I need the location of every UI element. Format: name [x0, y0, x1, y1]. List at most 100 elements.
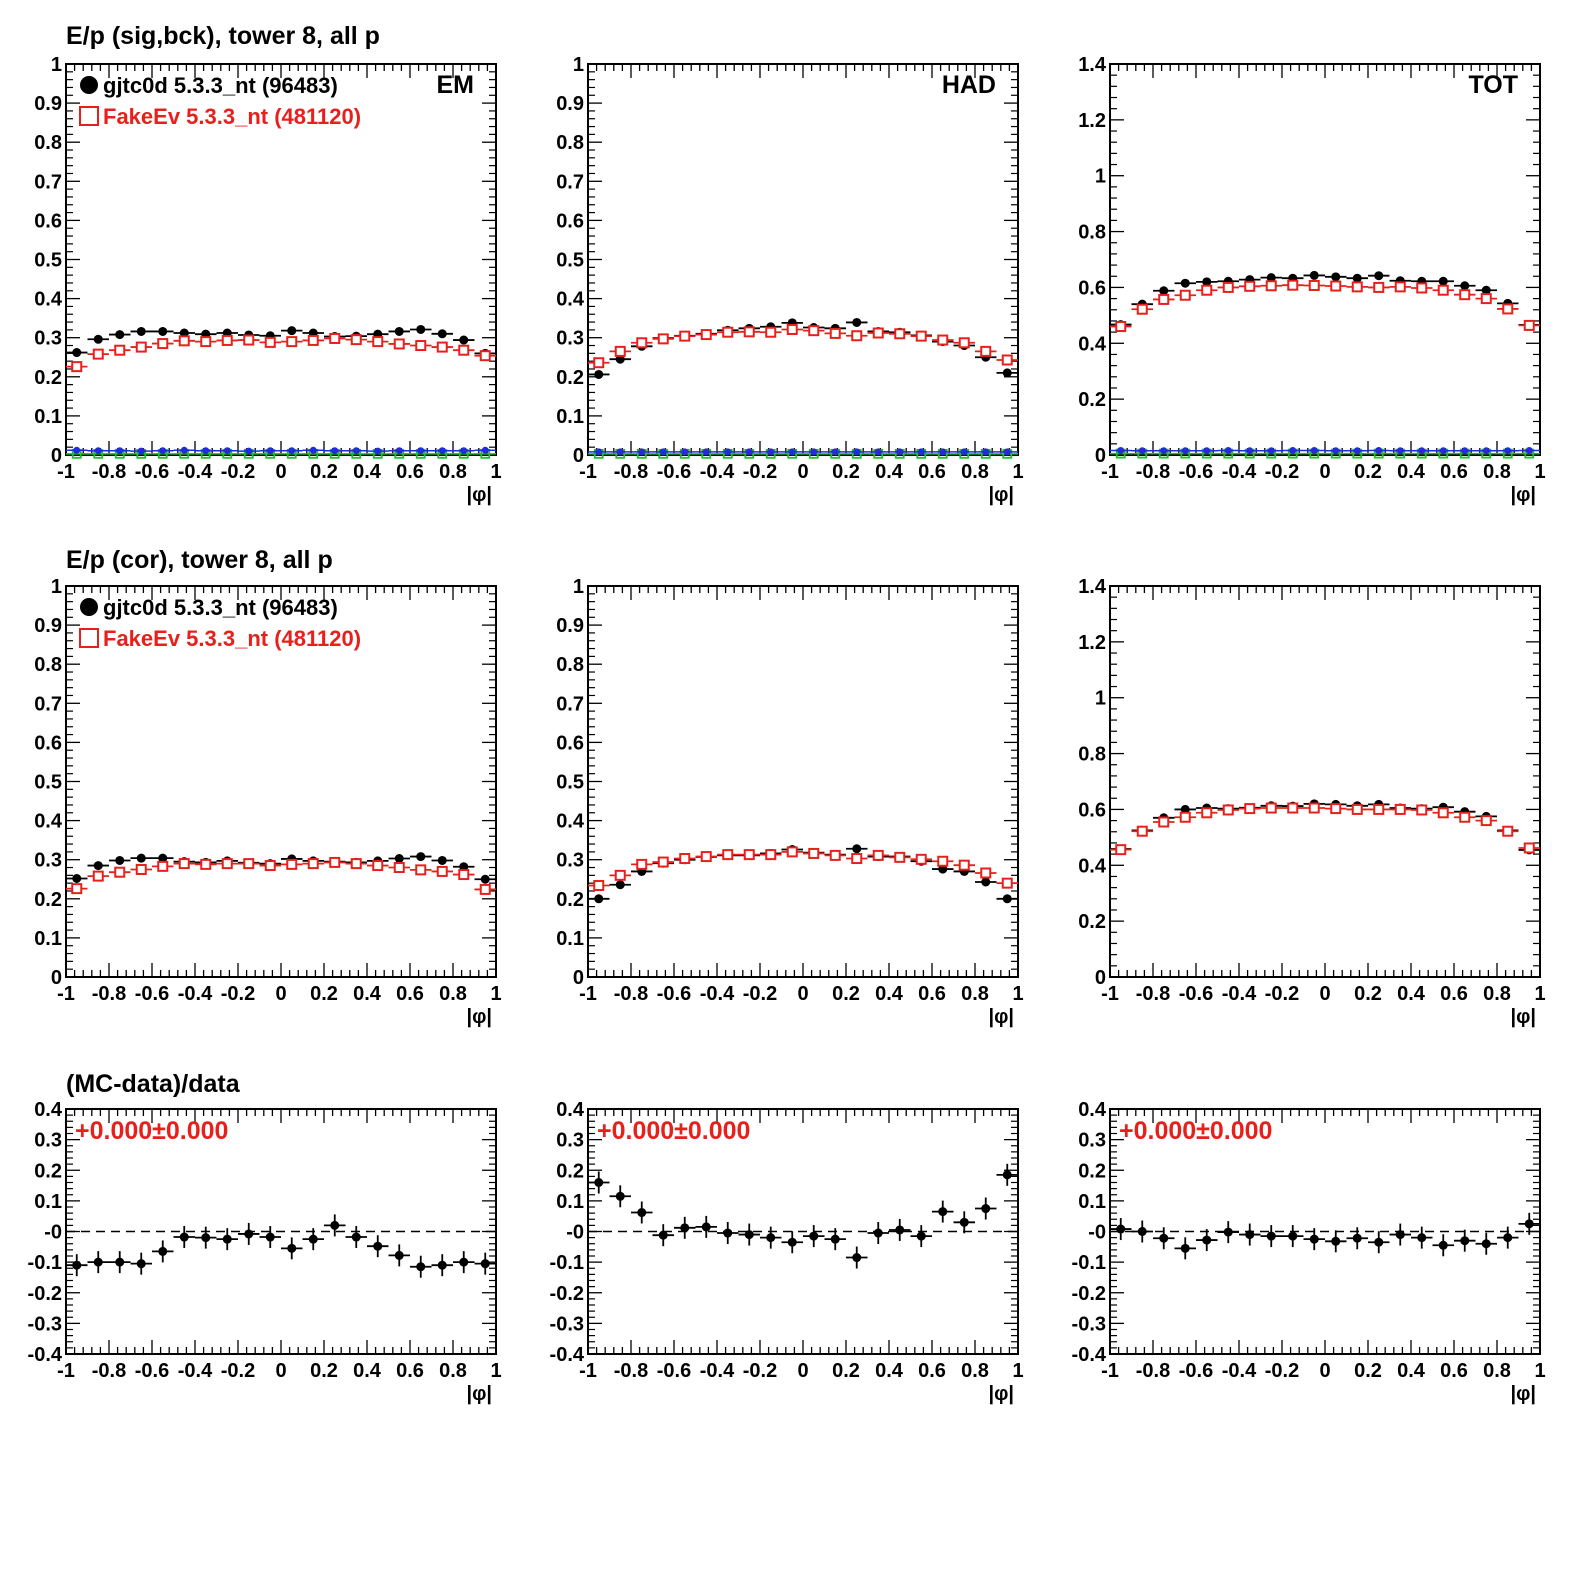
x-axis-label: |φ| — [989, 1006, 1015, 1028]
data-series-point — [459, 862, 469, 872]
blue-series-point — [724, 448, 732, 456]
row-title-1: E/p (sig,bck), tower 8, all p — [66, 22, 380, 50]
ratio-point — [1288, 1231, 1298, 1241]
x-tick-label: 1 — [1012, 1360, 1023, 1382]
x-tick-label: 0 — [797, 983, 808, 1005]
x-axis-label: |φ| — [989, 484, 1015, 506]
y-tick-label: -0.3 — [550, 1313, 584, 1335]
mc-series-point — [372, 860, 384, 872]
blue-series-point — [1160, 447, 1168, 455]
data-series-point — [459, 335, 469, 345]
blue-series-point — [1439, 447, 1447, 455]
ratio-point — [351, 1232, 361, 1242]
y-tick-label: -0 — [1088, 1222, 1106, 1244]
x-tick-label: 0.4 — [875, 983, 904, 1005]
y-tick-label: 0.6 — [1078, 277, 1106, 299]
blue-series-point — [853, 448, 861, 456]
panel-label-em: EM — [437, 71, 475, 99]
mc-series-point — [415, 864, 427, 876]
mc-series-point — [851, 330, 863, 342]
data-series-point — [1202, 277, 1212, 287]
mc-series-point — [829, 849, 841, 861]
ratio-point — [594, 1178, 604, 1187]
data-series-point — [416, 324, 426, 334]
data-series-point — [594, 894, 604, 904]
x-tick-label: -0.6 — [1179, 1360, 1213, 1382]
x-tick-label: 0.4 — [875, 1360, 904, 1382]
y-tick-label: -0 — [44, 1222, 62, 1244]
ratio-point — [1159, 1233, 1169, 1243]
y-tick-label: 0.1 — [34, 928, 62, 950]
y-tick-label: 0.6 — [556, 732, 584, 754]
ratio-point — [615, 1191, 625, 1201]
x-tick-label: 0.8 — [439, 461, 467, 483]
mc-series-point — [593, 357, 605, 369]
x-tick-label: 0.6 — [1440, 983, 1468, 1005]
mc-series-point — [894, 851, 906, 863]
x-tick-label: 1 — [490, 1360, 501, 1382]
y-tick-label: 0 — [51, 967, 62, 989]
ratio-point — [158, 1246, 168, 1256]
mc-series-point — [614, 869, 626, 881]
data-series-point — [394, 854, 404, 864]
ratio-point — [852, 1253, 862, 1263]
ratio-point — [981, 1204, 991, 1214]
panel-row1-TOT: -1 -0.8 -0.6 -0.4 -0.2 0 0.2 0.4 0.6 0.8 1|φ|00.20… — [1078, 54, 1545, 506]
blue-series-point — [939, 448, 947, 456]
ratio-point — [938, 1207, 948, 1217]
y-tick-label: 0.5 — [34, 250, 62, 272]
ratio-point — [265, 1232, 275, 1242]
mc-series-point — [1308, 802, 1320, 814]
x-tick-label: 0.8 — [1483, 461, 1511, 483]
mc-series-point — [135, 341, 147, 353]
mc-series-point — [71, 361, 83, 373]
data-series-point — [1352, 273, 1362, 283]
mc-series-point — [958, 337, 970, 349]
y-tick-label: -0.4 — [28, 1344, 63, 1366]
mc-series-point — [786, 846, 798, 858]
blue-series-point — [745, 448, 753, 456]
y-tick-label: 0.1 — [556, 1191, 584, 1213]
mc-series-point — [436, 865, 448, 877]
x-tick-label: 0.6 — [396, 983, 424, 1005]
data-series-point — [136, 853, 146, 863]
data-series-point — [852, 844, 862, 854]
x-tick-label: -1 — [1101, 983, 1119, 1005]
mc-series-point — [1523, 842, 1535, 854]
ratio-point — [437, 1260, 447, 1270]
blue-series-point — [595, 448, 603, 456]
y-tick-label: 0.7 — [556, 171, 584, 193]
blue-series-point — [1181, 447, 1189, 455]
y-tick-label: 0.1 — [1078, 1191, 1106, 1213]
y-tick-label: 0.9 — [34, 93, 62, 115]
y-tick-label: 1.2 — [1078, 632, 1106, 654]
x-tick-label: 0.8 — [1483, 983, 1511, 1005]
mc-series-point — [679, 853, 691, 865]
mc-series-point — [307, 858, 319, 870]
data-series-point — [1438, 276, 1448, 286]
x-tick-label: 0 — [1319, 461, 1330, 483]
mc-series-point — [1201, 284, 1213, 296]
mc-series-point — [722, 326, 734, 338]
mc-series-point — [636, 858, 648, 870]
blue-series-point — [481, 446, 489, 454]
data-series-point — [1309, 270, 1319, 280]
x-tick-label: 0.6 — [918, 461, 946, 483]
data-series-point — [158, 853, 168, 863]
blue-series-point — [810, 448, 818, 456]
ratio-point — [1438, 1240, 1448, 1250]
y-tick-label: 0.4 — [556, 1099, 585, 1121]
mc-series-point — [1480, 815, 1492, 827]
data-series-point — [416, 852, 426, 862]
mc-series-point — [679, 330, 691, 342]
x-tick-label: 1 — [1534, 1360, 1545, 1382]
legend-data-label: gjtc0d 5.3.3_nt (96483) — [103, 73, 338, 98]
x-tick-label: -0.6 — [657, 1360, 691, 1382]
mc-series-point — [808, 325, 820, 337]
y-tick-label: 0.5 — [556, 772, 584, 794]
mc-series-point — [872, 849, 884, 861]
ratio-point — [222, 1234, 232, 1244]
y-tick-label: 0.4 — [556, 289, 585, 311]
x-tick-label: -1 — [579, 983, 597, 1005]
blue-series-point — [1375, 447, 1383, 455]
